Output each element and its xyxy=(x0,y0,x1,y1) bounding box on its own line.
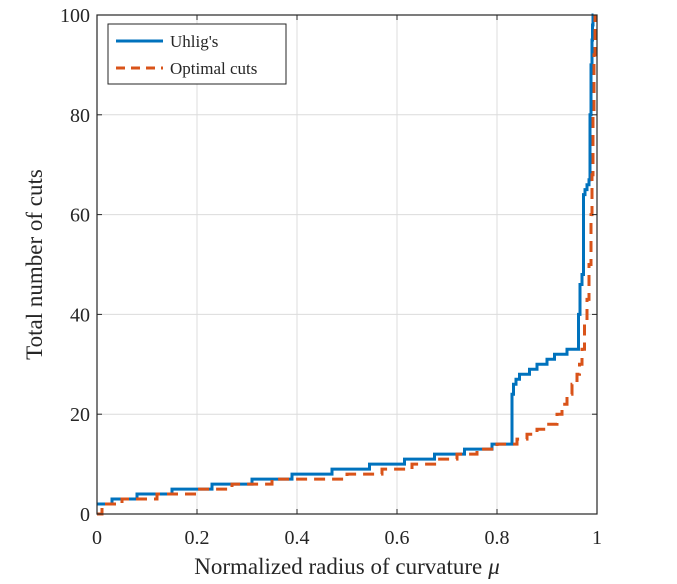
x-tick-label: 1 xyxy=(592,527,602,549)
y-tick-label: 20 xyxy=(70,404,90,426)
grid-lines xyxy=(96,14,598,515)
legend-box xyxy=(107,23,287,85)
legend-label-optimal-cuts: Optimal cuts xyxy=(170,59,257,78)
series-line-optimal-cuts xyxy=(97,15,597,516)
plot-frame xyxy=(96,14,598,515)
y-axis-label: Total number of cuts xyxy=(22,169,47,360)
x-tick-label: 0 xyxy=(92,527,102,549)
y-tick-label: 80 xyxy=(70,105,90,127)
x-tick-label: 0.4 xyxy=(285,527,310,549)
y-tick-label: 0 xyxy=(80,504,90,526)
legend: Uhlig's Optimal cuts xyxy=(107,23,287,85)
y-tick-label: 100 xyxy=(60,5,90,27)
legend-label-uhligs: Uhlig's xyxy=(170,32,218,51)
series-layer xyxy=(97,13,597,516)
x-tick-label: 0.2 xyxy=(185,527,210,549)
x-tick-label: 0.6 xyxy=(385,527,410,549)
series-line-uhlig-s xyxy=(97,13,595,506)
y-tick-label: 40 xyxy=(70,304,90,326)
x-tick-label: 0.8 xyxy=(485,527,510,549)
x-axis-label: Normalized radius of curvature μ xyxy=(194,554,500,579)
axis-ticks: 0 0.2 0.4 0.6 0.8 1 0 20 40 60 80 100 xyxy=(60,5,602,549)
y-tick-label: 60 xyxy=(70,205,90,227)
